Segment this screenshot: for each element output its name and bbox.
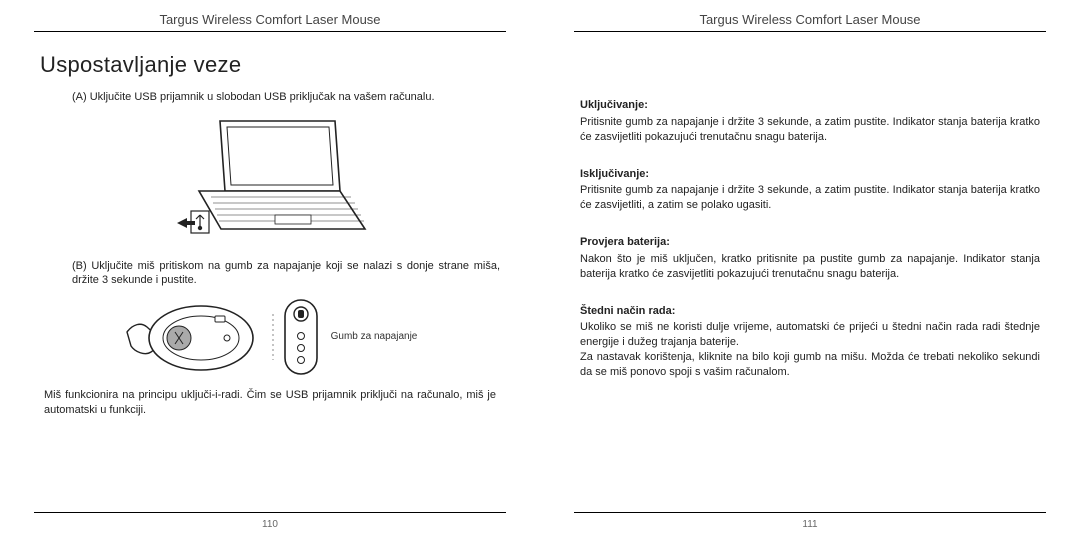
section-head-power-off: Isključivanje:	[580, 167, 1040, 182]
page-number-left: 110	[34, 519, 506, 530]
divider-top	[574, 31, 1046, 32]
section-body-power-save-2: Za nastavak korištenja, kliknite na bilo…	[580, 350, 1040, 380]
divider-bottom	[34, 512, 506, 513]
content-left: Uspostavljanje veze (A) Uključite USB pr…	[34, 50, 506, 512]
divider-top	[34, 31, 506, 32]
plug-and-play-note: Miš funkcionira na principu uključi-i-ra…	[40, 388, 500, 418]
section-body-power-off: Pritisnite gumb za napajanje i držite 3 …	[580, 183, 1040, 213]
page-left: Targus Wireless Comfort Laser Mouse Uspo…	[0, 0, 540, 540]
content-right: Uključivanje: Pritisnite gumb za napajan…	[574, 50, 1046, 512]
page-right: Targus Wireless Comfort Laser Mouse Uklj…	[540, 0, 1080, 540]
page-header-left: Targus Wireless Comfort Laser Mouse	[34, 12, 506, 31]
step-a-text: (A) Uključite USB prijamnik u slobodan U…	[40, 90, 500, 105]
section-head-battery-check: Provjera baterija:	[580, 235, 1040, 250]
section-title: Uspostavljanje veze	[40, 50, 500, 80]
page-header-right: Targus Wireless Comfort Laser Mouse	[574, 12, 1046, 31]
power-button-caption: Gumb za napajanje	[331, 330, 418, 344]
section-body-power-save-1: Ukoliko se miš ne koristi dulje vrijeme,…	[580, 320, 1040, 350]
page-number-right: 111	[574, 519, 1046, 530]
illustration-mouse: Gumb za napajanje	[40, 294, 500, 380]
section-body-battery-check: Nakon što je miš uključen, kratko pritis…	[580, 252, 1040, 282]
divider-bottom	[574, 512, 1046, 513]
illustration-laptop	[40, 111, 500, 251]
step-b-text: (B) Uključite miš pritiskom na gumb za n…	[40, 259, 500, 289]
section-head-power-save: Štedni način rada:	[580, 304, 1040, 319]
section-body-power-on: Pritisnite gumb za napajanje i držite 3 …	[580, 115, 1040, 145]
section-head-power-on: Uključivanje:	[580, 98, 1040, 113]
